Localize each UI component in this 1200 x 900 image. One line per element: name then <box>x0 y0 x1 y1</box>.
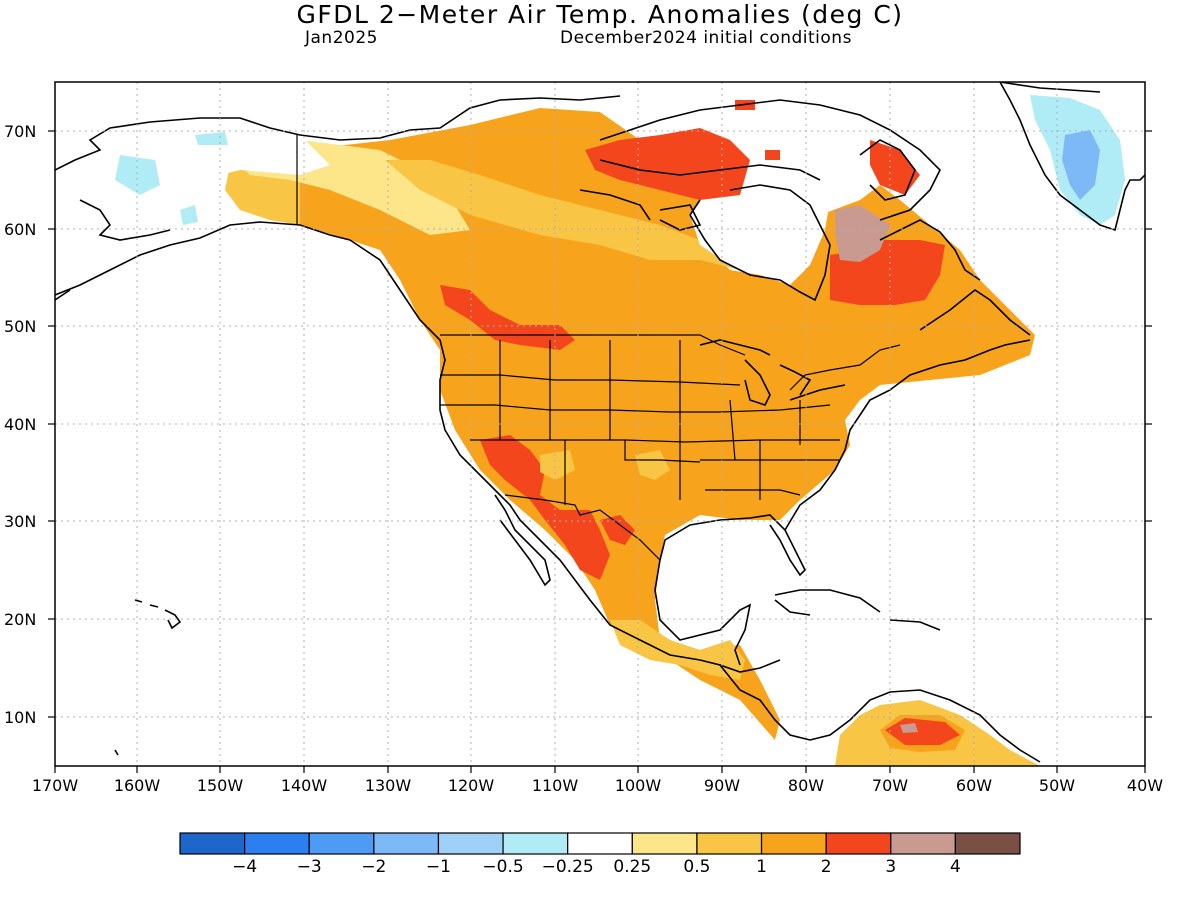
lon-label-60w: 60W <box>956 776 992 795</box>
lat-label-30n: 30N <box>4 512 36 531</box>
lon-labels: 170W 160W 150W 140W 130W 120W 110W 100W … <box>32 776 1163 795</box>
initial-conditions: December2024 initial conditions <box>560 28 852 48</box>
colorbar-label: 0.25 <box>613 857 651 877</box>
shade-red-bc <box>440 285 575 350</box>
lat-label-60n: 60N <box>4 220 36 239</box>
lon-label-160w: 160W <box>114 776 161 795</box>
colorbar-swatch <box>308 832 375 855</box>
colorbar-swatch <box>179 832 246 855</box>
colorbar-label: −4 <box>232 857 257 877</box>
colorbar-label: −0.5 <box>482 857 523 877</box>
lat-label-10n: 10N <box>4 708 36 727</box>
shade-red-southwest <box>480 435 610 580</box>
colorbar-label: 2 <box>821 857 832 877</box>
colorbar-swatch <box>502 832 569 855</box>
shade-red-baffin <box>870 140 920 195</box>
colorbar-swatch <box>373 832 440 855</box>
lon-label-140w: 140W <box>281 776 328 795</box>
lat-labels: 70N 60N 50N 40N 30N 20N 10N <box>4 122 36 727</box>
colorbar-swatch <box>567 832 633 855</box>
shade-red-arctic <box>585 128 750 200</box>
colorbar-swatch <box>631 832 698 855</box>
lat-label-40n: 40N <box>4 415 36 434</box>
colorbar-label: 3 <box>885 857 896 877</box>
lon-label-150w: 150W <box>197 776 244 795</box>
colorbar-label: −0.25 <box>542 857 594 877</box>
colorbar-labels: −4 −3 −2 −1 −0.5 −0.25 0.25 0.5 1 2 3 4 <box>232 857 961 877</box>
lon-axis <box>54 766 1146 773</box>
colorbar-swatch <box>825 832 892 855</box>
forecast-month: Jan2025 <box>305 28 378 48</box>
colorbar-swatch <box>890 832 956 855</box>
colorbar-label: −2 <box>361 857 386 877</box>
shade-blue-greenland <box>1062 130 1100 200</box>
shade-lightblue-alaska3 <box>195 132 228 145</box>
lat-label-70n: 70N <box>4 122 36 141</box>
colorbar-swatch <box>437 832 504 855</box>
shade-lightorange-canada <box>385 160 740 270</box>
lon-label-70w: 70W <box>872 776 908 795</box>
colorbar-label: −3 <box>297 857 322 877</box>
shade-lightblue-alaska2 <box>180 205 198 225</box>
lat-label-20n: 20N <box>4 610 36 629</box>
colorbar-label: −1 <box>426 857 451 877</box>
colorbar-swatch <box>760 832 827 855</box>
coastlines <box>55 82 1145 763</box>
map-title: GFDL 2−Meter Air Temp. Anomalies (deg C) <box>296 0 904 29</box>
colorbar-label: 4 <box>950 857 961 877</box>
graticule <box>55 82 1145 766</box>
lon-label-50w: 50W <box>1039 776 1075 795</box>
lon-label-40w: 40W <box>1127 776 1163 795</box>
colorbar-label: 0.5 <box>683 857 710 877</box>
shade-mauve-quebec <box>835 205 890 262</box>
colorbar-label: 1 <box>756 857 767 877</box>
lon-label-130w: 130W <box>365 776 412 795</box>
map-area <box>55 82 1145 766</box>
lon-label-100w: 100W <box>615 776 662 795</box>
colorbar-swatch <box>954 832 1021 855</box>
shade-lightblue-alaska <box>115 155 160 195</box>
shade-lightorange-mexico <box>610 620 745 680</box>
lon-label-170w: 170W <box>32 776 79 795</box>
colorbar-swatch <box>696 832 763 855</box>
shade-lightorange-greatbasin <box>540 450 575 480</box>
lat-axis <box>48 130 1152 718</box>
lon-label-90w: 90W <box>704 776 740 795</box>
shade-red-arctic3 <box>765 150 780 160</box>
shade-red-southwest2 <box>600 515 635 545</box>
colorbar <box>179 832 1021 855</box>
shade-white-hudson <box>690 180 830 285</box>
lon-label-120w: 120W <box>448 776 495 795</box>
lon-label-80w: 80W <box>788 776 824 795</box>
political-borders <box>296 135 901 561</box>
shade-white-alaska <box>60 120 330 220</box>
shade-lightorange-plains <box>635 450 670 480</box>
lon-label-110w: 110W <box>532 776 579 795</box>
lat-label-50n: 50N <box>4 317 36 336</box>
shade-mauve-samerica <box>900 723 918 733</box>
colorbar-swatch <box>244 832 310 855</box>
